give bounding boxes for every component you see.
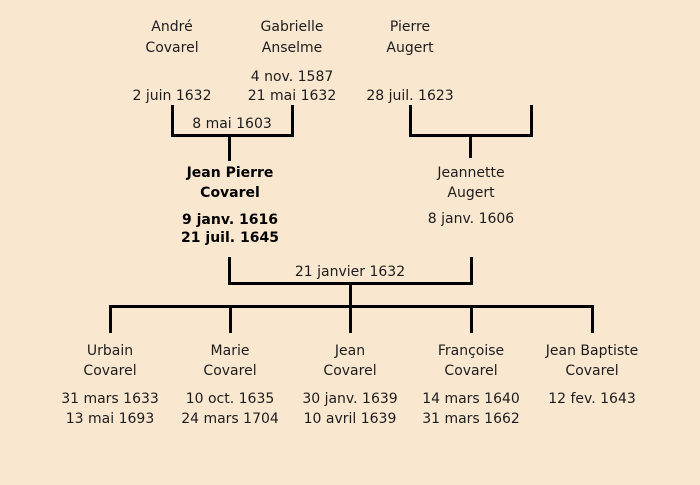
gen3-person-date: 31 mars 1662: [422, 411, 520, 427]
gen3-person-name: Françoise: [437, 343, 505, 359]
gen2-person-name: Jeannette: [437, 165, 505, 181]
gen3-person-surname: Covarel: [444, 363, 498, 379]
gen2-person-date: 9 janv. 1616: [182, 212, 278, 228]
gen1-person-name: Pierre: [389, 19, 431, 35]
marriage-date-label: 21 janvier 1632: [294, 264, 406, 280]
connector-line: [469, 137, 472, 158]
gen3-person-surname: Covarel: [565, 363, 619, 379]
gen3-person-surname: Covarel: [203, 363, 257, 379]
gen3-person-surname: Covarel: [323, 363, 377, 379]
gen3-person-date: 13 mai 1693: [65, 411, 155, 427]
gen3-person-date: 14 mars 1640: [422, 391, 520, 407]
gen2-person-surname: Covarel: [200, 185, 260, 201]
gen1-person-date: 4 nov. 1587: [250, 69, 334, 85]
gen1-person-date: 21 mai 1632: [247, 88, 337, 104]
gen1-person-date: 2 juin 1632: [132, 88, 212, 104]
gen3-person-date: 30 janv. 1639: [302, 391, 398, 407]
connector-line: [291, 105, 294, 137]
gen2-person-name: Jean Pierre: [186, 165, 274, 181]
gen3-person-date: 10 oct. 1635: [185, 391, 275, 407]
connector-line: [409, 134, 533, 137]
marriage-date-label: 8 mai 1603: [192, 116, 272, 132]
gen3-person-date: 12 fev. 1643: [548, 391, 636, 407]
gen3-person-date: 31 mars 1633: [61, 391, 159, 407]
connector-line: [171, 134, 294, 137]
connector-line: [349, 285, 352, 333]
gen1-person-name: André: [151, 19, 193, 35]
gen1-person-name: Gabrielle: [260, 19, 324, 35]
connector-line: [228, 282, 473, 285]
gen3-person-date: 10 avril 1639: [303, 411, 397, 427]
connector-line: [228, 137, 231, 161]
connector-line: [591, 305, 594, 333]
gen1-person-date: 28 juil. 1623: [366, 88, 454, 104]
connector-line: [470, 257, 473, 285]
gen3-person-date: 24 mars 1704: [181, 411, 279, 427]
gen1-person-surname: Augert: [386, 40, 434, 56]
gen1-person-surname: Covarel: [145, 40, 199, 56]
connector-line: [470, 305, 473, 333]
gen3-person-name: Jean Baptiste: [545, 343, 639, 359]
gen3-person-surname: Covarel: [83, 363, 137, 379]
connector-line: [109, 305, 594, 308]
gen2-person-date: 21 juil. 1645: [181, 230, 279, 246]
gen3-person-name: Marie: [210, 343, 250, 359]
connector-line: [409, 105, 412, 137]
connector-line: [109, 305, 112, 333]
gen2-person-surname: Augert: [447, 185, 495, 201]
gen1-person-surname: Anselme: [261, 40, 323, 56]
connector-line: [229, 305, 232, 333]
gen2-person-date: 8 janv. 1606: [427, 211, 515, 227]
connector-line: [171, 105, 174, 137]
gen3-person-name: Jean: [334, 343, 366, 359]
connector-line: [530, 105, 533, 137]
connector-line: [228, 257, 231, 285]
gen3-person-name: Urbain: [86, 343, 134, 359]
